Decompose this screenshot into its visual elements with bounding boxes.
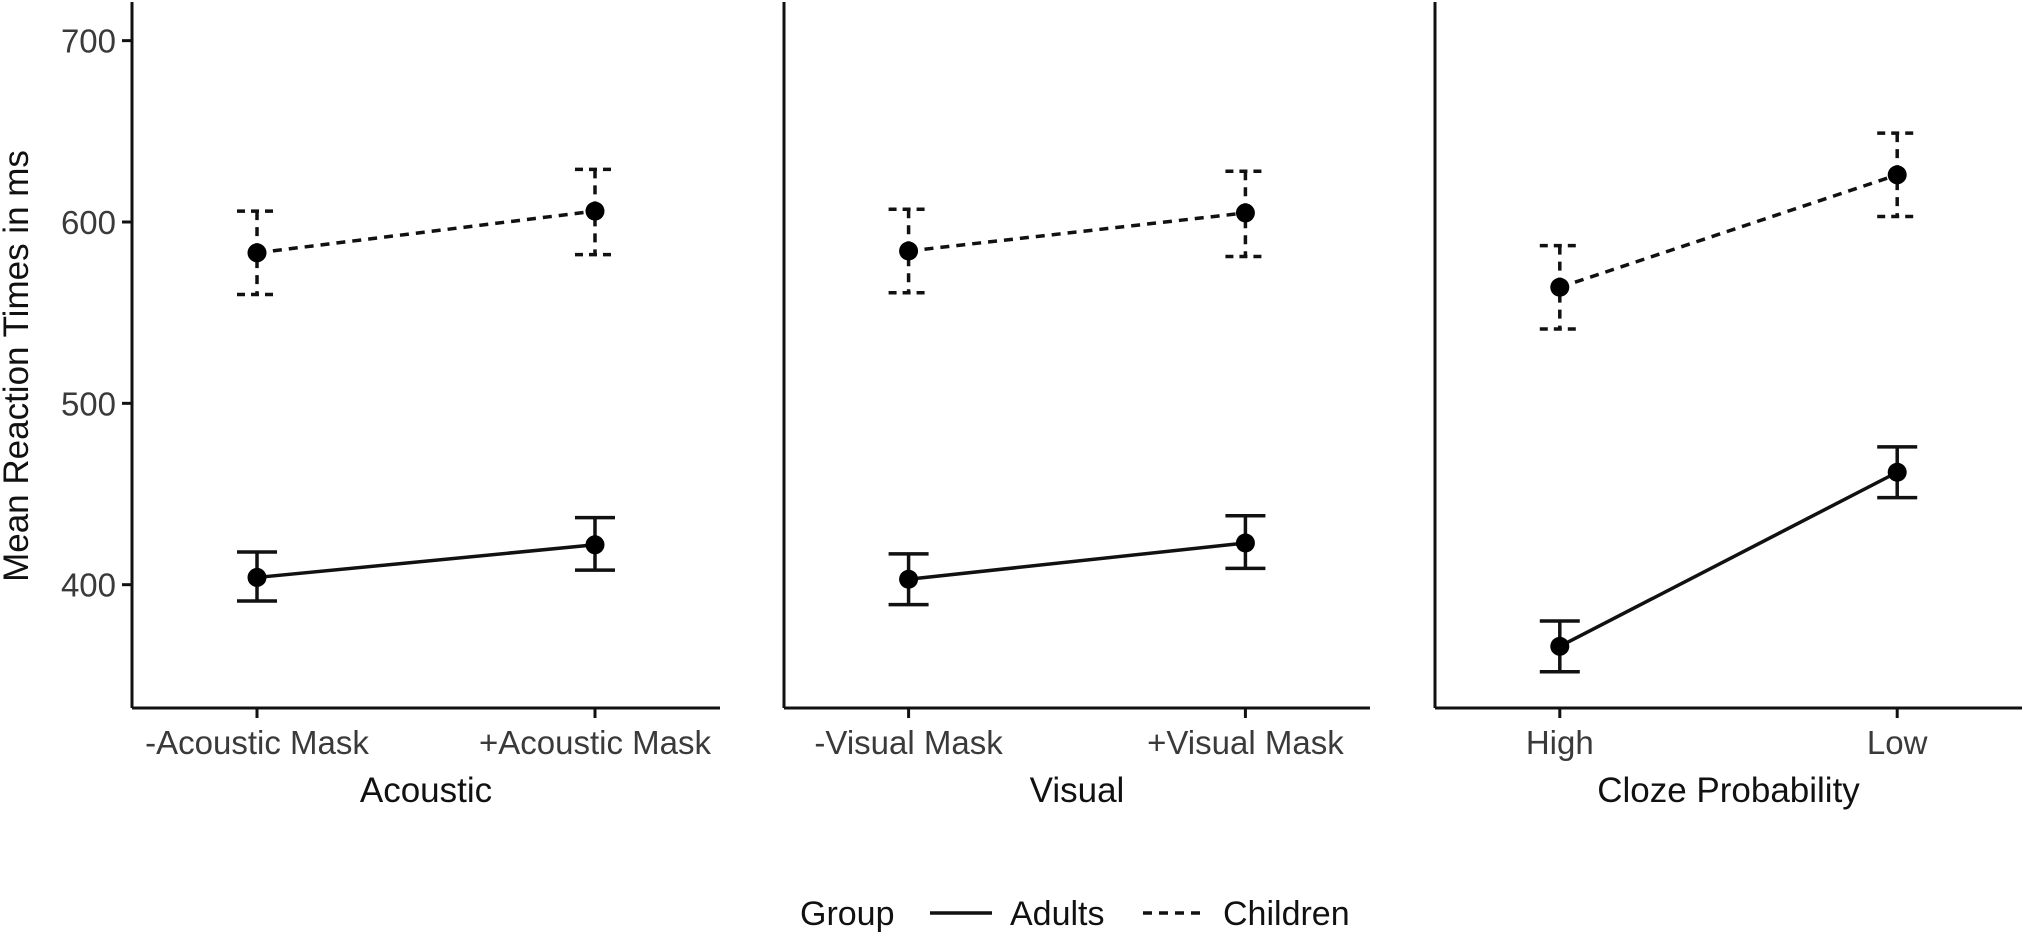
data-point bbox=[899, 241, 919, 261]
y-tick-label: 400 bbox=[61, 567, 116, 604]
x-axis-title: Acoustic bbox=[360, 771, 492, 810]
x-tick-label: -Visual Mask bbox=[814, 724, 1003, 761]
error-bar bbox=[1877, 131, 1918, 219]
data-point bbox=[1550, 277, 1570, 297]
data-point bbox=[247, 243, 267, 263]
series-children bbox=[888, 169, 1266, 295]
data-point bbox=[1550, 636, 1570, 656]
data-point bbox=[1887, 462, 1907, 482]
data-point bbox=[1887, 165, 1907, 185]
series-adults bbox=[237, 515, 615, 603]
y-tick-label: 700 bbox=[61, 23, 116, 60]
series-line bbox=[908, 541, 1246, 581]
error-bar bbox=[888, 207, 929, 295]
data-point bbox=[1235, 203, 1255, 223]
legend-title: Group bbox=[800, 895, 895, 933]
y-tick-label: 500 bbox=[61, 385, 116, 422]
x-tick-label: -Acoustic Mask bbox=[145, 724, 369, 761]
series-adults bbox=[888, 514, 1266, 607]
y-axis: 400 500 600 700 bbox=[61, 23, 132, 604]
error-bar bbox=[1539, 243, 1580, 331]
x-tick-label: +Visual Mask bbox=[1147, 724, 1344, 761]
series-line bbox=[1559, 173, 1898, 289]
data-point bbox=[247, 567, 267, 587]
panel-1: -Acoustic Mask +Acoustic Mask Acoustic bbox=[130, 2, 720, 810]
x-tick-label: High bbox=[1526, 724, 1594, 761]
x-tick-label: Low bbox=[1867, 724, 1928, 761]
error-bar bbox=[237, 209, 278, 297]
y-axis-title: Mean Reaction Times in ms bbox=[0, 150, 36, 582]
data-point bbox=[585, 201, 605, 221]
x-axis-title: Visual bbox=[1030, 771, 1125, 810]
x-axis-title: Cloze Probability bbox=[1597, 771, 1860, 810]
series-line bbox=[256, 543, 596, 580]
chart-panels: -Acoustic Mask +Acoustic Mask Acoustic -Vis… bbox=[130, 2, 2022, 810]
error-bar bbox=[574, 167, 615, 257]
legend-label-adults: Adults bbox=[1010, 895, 1105, 933]
legend: Group Adults Children bbox=[800, 895, 1350, 933]
data-point bbox=[585, 535, 605, 555]
series-line bbox=[1558, 470, 1899, 648]
series-children bbox=[237, 167, 615, 297]
error-bar bbox=[1225, 169, 1266, 259]
panel-2: -Visual Mask +Visual Mask Visual bbox=[782, 2, 1370, 810]
y-tick-label: 600 bbox=[61, 204, 116, 241]
data-point bbox=[1235, 533, 1255, 553]
legend-label-children: Children bbox=[1223, 895, 1350, 933]
series-adults bbox=[1539, 445, 1918, 674]
x-tick-label: +Acoustic Mask bbox=[479, 724, 711, 761]
series-children bbox=[1539, 131, 1918, 331]
data-point bbox=[899, 569, 919, 589]
series-line bbox=[908, 211, 1246, 253]
series-line bbox=[256, 209, 596, 255]
